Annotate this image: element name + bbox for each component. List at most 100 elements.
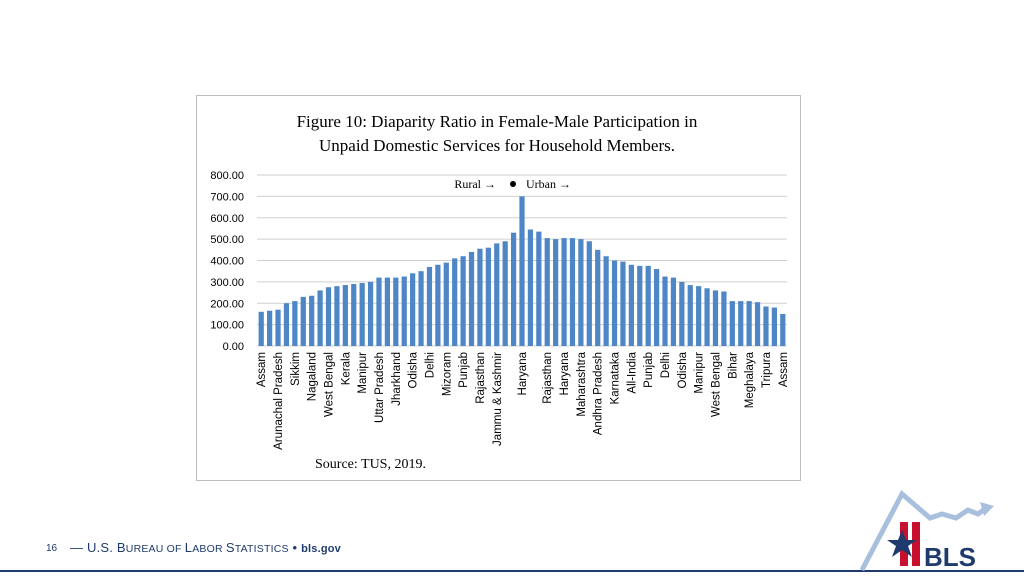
chart-y-axis: 800.00 700.00 600.00 500.00 400.00 300.00 200.… xyxy=(210,170,244,353)
x-tick-label: Mizoram xyxy=(441,352,453,396)
y-tick-label: 0.00 xyxy=(223,341,244,353)
bar xyxy=(662,276,668,346)
bar xyxy=(771,307,777,346)
x-tick-label: Odisha xyxy=(677,351,689,388)
x-tick-label: Andhra Pradesh xyxy=(593,352,605,435)
x-tick-label: Nagaland xyxy=(307,352,319,401)
bar xyxy=(519,196,525,347)
bar xyxy=(754,302,761,346)
logo-trend-line-icon xyxy=(860,490,988,572)
bar xyxy=(611,260,618,346)
bar xyxy=(292,301,298,346)
x-tick-label: Uttar Pradesh xyxy=(374,352,386,423)
bar xyxy=(510,232,517,346)
bar xyxy=(595,249,601,346)
bar xyxy=(637,265,643,346)
x-tick-label: Bihar xyxy=(727,352,739,379)
x-tick-label: West Bengal xyxy=(710,352,722,417)
bar xyxy=(620,261,626,346)
bar xyxy=(317,290,323,346)
x-tick-label: Manipur xyxy=(357,352,369,394)
bar xyxy=(654,269,660,346)
chart-source: Source: TUS, 2019. xyxy=(315,457,426,472)
x-tick-label: Haryana xyxy=(559,351,571,395)
bar xyxy=(679,281,685,347)
x-tick-label: Maharashtra xyxy=(576,351,588,416)
bar xyxy=(342,285,348,346)
x-tick-label: West Bengal xyxy=(324,352,336,417)
x-tick-label: Kerala xyxy=(340,351,352,385)
x-tick-label: Meghalaya xyxy=(744,351,756,408)
bar xyxy=(267,310,273,346)
x-tick-label: All-India xyxy=(626,351,638,393)
bls-logo: BLS xyxy=(860,490,994,572)
bar xyxy=(452,258,458,346)
x-tick-label: Punjab xyxy=(643,352,655,388)
bar xyxy=(325,287,332,346)
bar xyxy=(309,295,315,346)
footer: 16 — U.S. BUREAU OF LABOR STATISTICS • b… xyxy=(0,540,600,562)
x-tick-label: Delhi xyxy=(424,352,436,378)
bar xyxy=(544,238,550,346)
bar xyxy=(780,313,786,346)
bar xyxy=(384,277,391,346)
chart-bars xyxy=(258,196,786,347)
y-tick-label: 600.00 xyxy=(210,213,244,225)
divider-dot xyxy=(510,181,516,187)
bar xyxy=(351,284,357,346)
page-number: 16 xyxy=(46,543,58,554)
bar xyxy=(300,296,306,346)
bar xyxy=(376,277,382,346)
y-tick-label: 200.00 xyxy=(210,298,244,310)
annotation-rural: Rural → xyxy=(454,177,496,191)
x-tick-label: Sikkim xyxy=(290,352,302,386)
bar xyxy=(645,265,651,346)
bar xyxy=(435,264,441,346)
bar xyxy=(334,286,340,346)
y-tick-label: 300.00 xyxy=(210,277,244,289)
x-tick-label: Punjab xyxy=(458,352,470,388)
bar xyxy=(553,239,559,347)
x-tick-label: Rajasthan xyxy=(475,352,487,404)
x-tick-label: Manipur xyxy=(694,352,706,394)
website-link[interactable]: bls.gov xyxy=(301,543,341,555)
x-tick-label: Jammu & Kashmir xyxy=(492,352,504,446)
bar xyxy=(746,301,752,346)
bar xyxy=(502,241,508,346)
bar xyxy=(687,285,693,346)
y-tick-label: 700.00 xyxy=(210,191,244,203)
bar xyxy=(367,281,374,347)
bar xyxy=(729,301,735,346)
logo-star-icon xyxy=(887,530,917,557)
chart-figure: Figure 10: Diaparity Ratio in Female-Mal… xyxy=(196,95,801,481)
bar xyxy=(603,256,609,346)
x-tick-label: Arunachal Pradesh xyxy=(273,352,285,450)
bar xyxy=(283,303,290,346)
bar xyxy=(401,276,407,346)
logo-bar-icon xyxy=(912,522,920,566)
chart-x-axis-labels: Assam Arunachal Pradesh Sikkim Nagaland West… xyxy=(256,351,790,449)
bar xyxy=(696,286,702,346)
x-tick-label: Jharkhand xyxy=(391,352,403,406)
bar xyxy=(468,251,475,346)
bar xyxy=(443,262,449,346)
x-tick-label: Tripura xyxy=(761,351,773,388)
bar xyxy=(670,277,677,346)
bar xyxy=(712,290,719,346)
y-tick-label: 400.00 xyxy=(210,256,244,268)
bar xyxy=(527,229,534,346)
x-tick-label: Karnataka xyxy=(610,351,622,404)
x-tick-label: Assam xyxy=(778,352,790,387)
bar xyxy=(569,238,576,346)
logo-arrow-icon xyxy=(980,502,994,516)
bar xyxy=(359,282,365,346)
bar xyxy=(586,241,592,346)
bar xyxy=(426,266,433,346)
bar xyxy=(704,288,710,346)
bar xyxy=(561,238,567,346)
footer-rule xyxy=(0,570,1024,572)
bar xyxy=(418,271,424,346)
x-tick-label: Rajasthan xyxy=(542,352,554,404)
chart-title-line2: Unpaid Domestic Services for Household M… xyxy=(319,136,675,155)
chart-title-line1: Figure 10: Diaparity Ratio in Female-Mal… xyxy=(297,112,698,131)
